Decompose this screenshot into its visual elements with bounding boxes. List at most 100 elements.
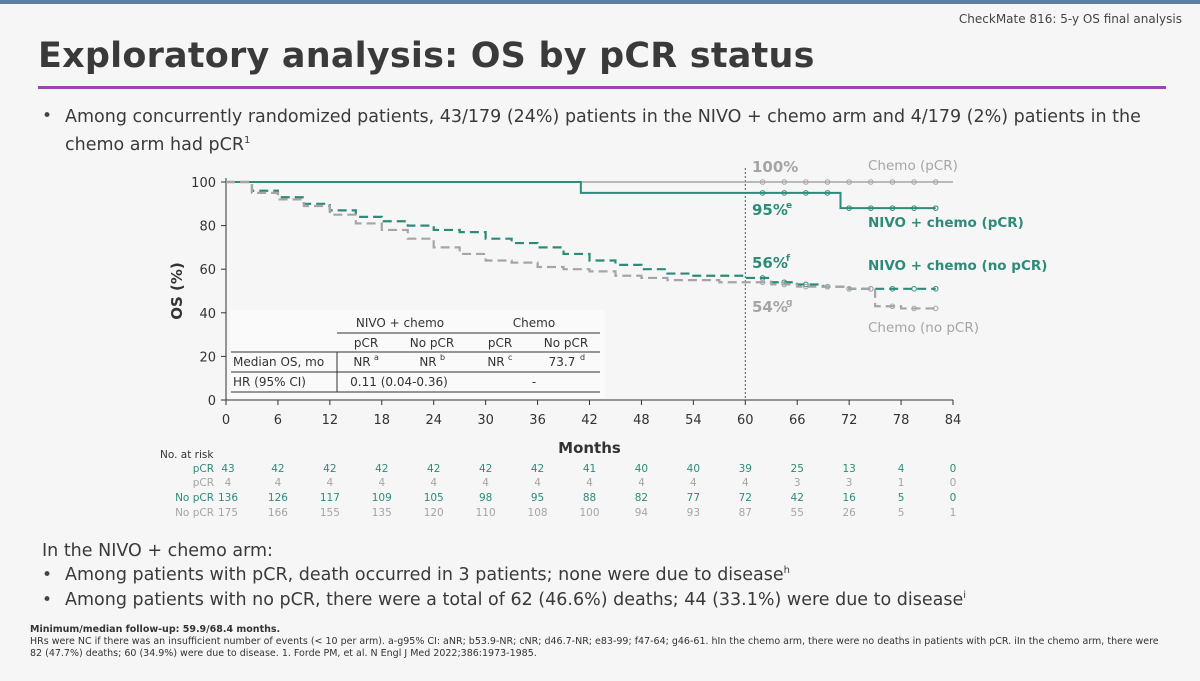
- table-cell-hr-nivo: 0.11 (0.04-0.36): [350, 375, 448, 389]
- x-tick-label-60: 60: [737, 413, 754, 428]
- at-risk-value-4-9: 93: [687, 507, 700, 519]
- table-cell-sup-3: c: [508, 353, 512, 362]
- x-tick-label-78: 78: [893, 413, 910, 428]
- value-sup-4: g: [786, 298, 792, 308]
- table-cell-median-4: 73.7: [549, 355, 576, 369]
- censor-mark-2-6: [889, 205, 896, 211]
- censor-mark-1-0: [759, 179, 766, 185]
- x-axis-title: Months: [558, 439, 621, 457]
- at-risk-value-2-12: 3: [846, 477, 853, 489]
- at-risk-value-3-12: 16: [842, 492, 856, 504]
- at-risk-value-4-10: 87: [739, 507, 752, 519]
- x-tick-label-54: 54: [685, 413, 702, 428]
- at-risk-row-label-4: No pCR: [175, 507, 214, 519]
- censor-mark-1-3: [824, 179, 831, 185]
- at-risk-value-4-1: 166: [268, 507, 288, 519]
- at-risk-row-label-3: No pCR: [175, 492, 214, 504]
- at-risk-value-2-7: 4: [586, 477, 593, 489]
- censor-mark-4-3: [824, 283, 831, 290]
- table-subhead-3: pCR: [488, 336, 512, 350]
- y-axis-title: OS (%): [168, 262, 186, 320]
- at-risk-value-3-0: 136: [218, 492, 238, 504]
- series-label-4: Chemo (no pCR): [868, 320, 979, 336]
- series-label-2: NIVO + chemo (pCR): [868, 215, 1024, 231]
- at-risk-value-2-8: 4: [638, 477, 645, 489]
- at-risk-value-4-5: 110: [476, 507, 496, 519]
- value-label-3: 56%: [752, 254, 788, 272]
- table-cell-sup-4: d: [580, 353, 585, 362]
- at-risk-value-3-3: 109: [372, 492, 392, 504]
- at-risk-value-4-14: 1: [950, 507, 957, 519]
- series-line-2: [226, 181, 936, 210]
- at-risk-value-1-13: 4: [898, 463, 905, 475]
- censor-mark-1-5: [867, 179, 874, 185]
- x-tick-label-36: 36: [529, 413, 546, 428]
- censor-mark-2-4: [846, 205, 852, 211]
- table-cell-sup-1: a: [374, 353, 379, 362]
- x-tick-label-24: 24: [425, 413, 442, 428]
- at-risk-value-2-10: 4: [742, 477, 749, 489]
- at-risk-value-1-7: 41: [583, 463, 596, 475]
- at-risk-value-4-12: 26: [842, 507, 856, 519]
- at-risk-row-label-2: pCR: [193, 477, 214, 489]
- at-risk-value-1-5: 42: [479, 463, 492, 475]
- censor-mark-1-6: [889, 179, 896, 185]
- intro-text: Among concurrently randomized patients, …: [65, 106, 1175, 157]
- censor-mark-3-7: [911, 286, 917, 292]
- at-risk-value-2-5: 4: [482, 477, 489, 489]
- at-risk-value-3-2: 117: [320, 492, 340, 504]
- at-risk-value-1-3: 42: [375, 463, 388, 475]
- table-cell-sup-2: b: [440, 353, 445, 362]
- at-risk-value-4-3: 135: [372, 507, 392, 519]
- at-risk-value-1-1: 42: [271, 463, 284, 475]
- censor-mark-2-0: [759, 190, 766, 196]
- x-tick-label-6: 6: [274, 413, 282, 428]
- at-risk-title: No. at risk: [160, 449, 214, 461]
- at-risk-value-3-14: 0: [950, 492, 957, 504]
- y-tick-label-80: 80: [199, 220, 216, 235]
- at-risk-value-1-9: 40: [687, 463, 700, 475]
- table-cell-median-2: NR: [419, 355, 436, 369]
- at-risk-value-4-13: 5: [898, 507, 905, 519]
- table-subhead-2: No pCR: [410, 336, 454, 350]
- censor-mark-4-6: [889, 303, 896, 310]
- censor-mark-3-6: [889, 286, 896, 292]
- slide-title: Exploratory analysis: OS by pCR status: [38, 36, 815, 76]
- table-subhead-1: pCR: [354, 336, 378, 350]
- x-tick-label-48: 48: [633, 413, 650, 428]
- footnote-body: HRs were NC if there was an insufficient…: [30, 636, 1159, 659]
- title-underline: [38, 86, 1166, 89]
- at-risk-value-3-10: 72: [739, 492, 752, 504]
- lower-bullet-2: Among patients with no pCR, there were a…: [65, 590, 966, 610]
- at-risk-value-2-1: 4: [275, 477, 282, 489]
- censor-mark-2-2: [803, 190, 809, 196]
- at-risk-value-2-0: 4: [225, 477, 232, 489]
- at-risk-value-3-8: 82: [635, 492, 648, 504]
- x-tick-label-12: 12: [322, 413, 339, 428]
- x-tick-label-18: 18: [374, 413, 391, 428]
- value-sup-2: e: [786, 201, 792, 211]
- at-risk-value-2-2: 4: [327, 477, 334, 489]
- table-cell-median-3: NR: [487, 355, 504, 369]
- at-risk-value-1-10: 39: [739, 463, 752, 475]
- at-risk-value-3-6: 95: [531, 492, 544, 504]
- censor-mark-1-7: [911, 179, 917, 185]
- series-label-1: Chemo (pCR): [868, 158, 958, 174]
- at-risk-value-1-2: 42: [323, 463, 336, 475]
- at-risk-value-1-0: 43: [221, 463, 234, 475]
- value-label-2: 95%: [752, 201, 788, 219]
- at-risk-value-3-11: 42: [791, 492, 804, 504]
- censor-mark-4-8: [932, 305, 939, 312]
- censor-mark-2-7: [911, 205, 917, 211]
- intro-body: Among concurrently randomized patients, …: [65, 107, 1141, 155]
- table-group-chemo: Chemo: [513, 316, 555, 330]
- lower-bullet-dot-2: •: [42, 590, 53, 610]
- censor-mark-1-4: [846, 179, 852, 185]
- censor-mark-4-2: [803, 283, 809, 290]
- footnote-followup: Minimum/median follow-up: 59.9/68.4 mont…: [30, 624, 1170, 636]
- censor-mark-4-0: [759, 279, 766, 286]
- y-tick-label-20: 20: [199, 350, 216, 365]
- table-row-label-median: Median OS, mo: [233, 355, 324, 369]
- median-table-bg: [230, 310, 605, 398]
- at-risk-value-1-8: 40: [635, 463, 648, 475]
